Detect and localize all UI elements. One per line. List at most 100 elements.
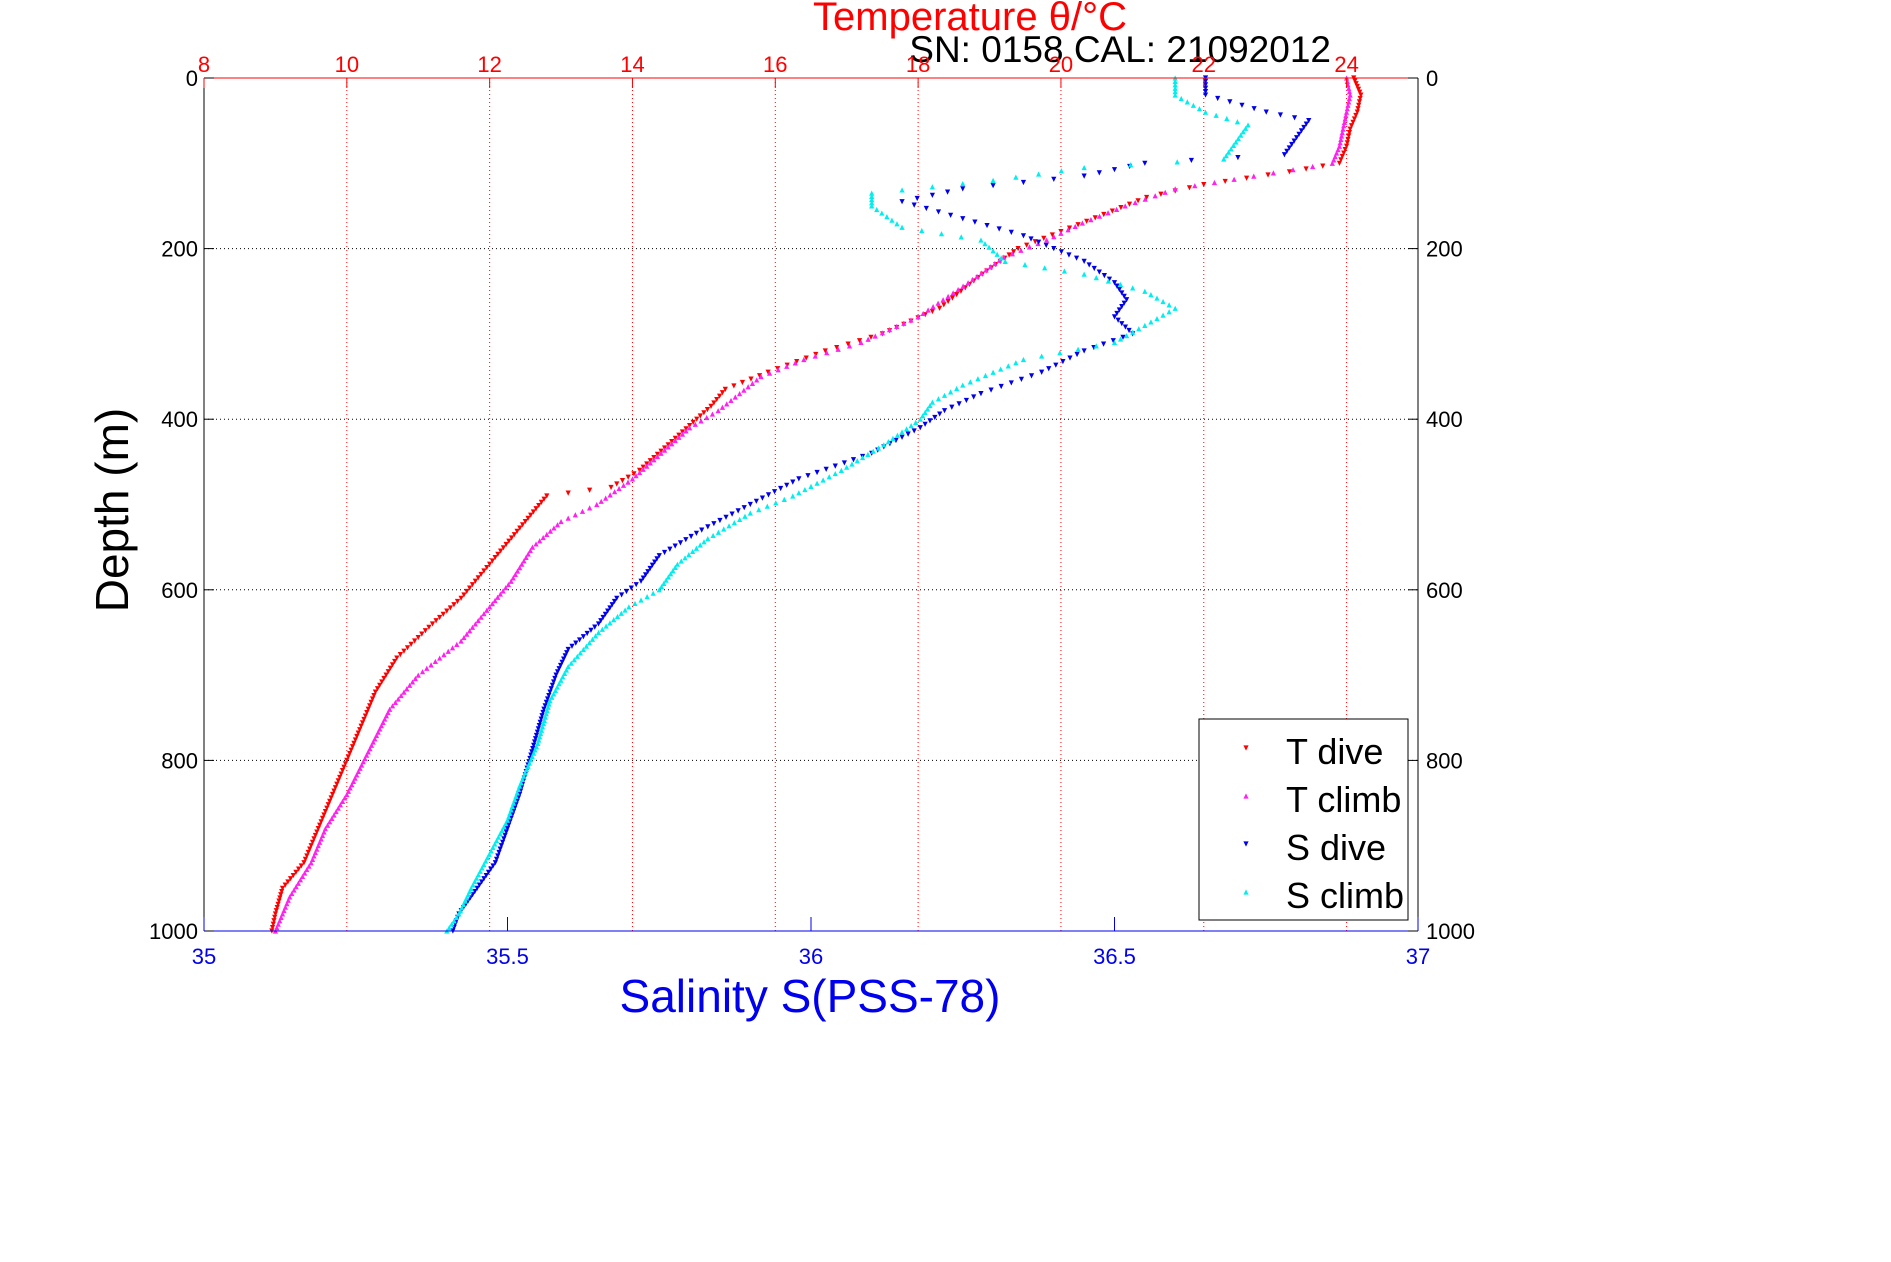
data-point [732, 394, 738, 400]
data-point [493, 837, 500, 844]
data-point [805, 473, 811, 479]
data-point [996, 226, 1002, 232]
data-point [464, 588, 470, 595]
data-point [654, 453, 661, 460]
data-point [781, 496, 787, 502]
data-point [881, 442, 887, 448]
data-point [669, 441, 675, 447]
data-point [1353, 112, 1359, 119]
data-point [1028, 373, 1035, 379]
data-point [737, 516, 743, 523]
legend-box [1198, 718, 1409, 921]
data-point [1265, 172, 1271, 178]
data-point [389, 703, 396, 709]
data-point [672, 543, 678, 549]
data-point [1117, 336, 1124, 342]
data-point [504, 817, 511, 823]
data-point [296, 866, 302, 872]
data-point [982, 372, 989, 379]
data-point [514, 528, 520, 535]
data-point [311, 836, 317, 842]
data-point [351, 740, 357, 746]
data-point [544, 707, 550, 714]
data-point [611, 617, 617, 623]
data-point [541, 706, 547, 712]
data-point [1074, 351, 1080, 358]
data-point [1154, 315, 1160, 322]
data-point [721, 526, 727, 532]
data-point [1116, 307, 1122, 313]
data-point [349, 744, 356, 750]
data-point [929, 399, 935, 405]
data-point [521, 558, 527, 564]
data-point [538, 499, 545, 505]
chart-title: Temperature θ/°C [813, 0, 1127, 39]
data-point [869, 190, 875, 196]
data-point [404, 686, 410, 692]
data-point [583, 643, 590, 649]
data-point [589, 636, 596, 642]
data-point [697, 413, 703, 419]
data-point [865, 451, 871, 457]
y-tick-label-right: 0 [1426, 66, 1438, 91]
data-point [612, 489, 618, 495]
data-point [748, 376, 754, 382]
data-point [523, 554, 529, 560]
data-point [532, 736, 539, 742]
data-point [487, 561, 493, 567]
data-point [1356, 102, 1362, 108]
data-point [381, 675, 387, 682]
data-point [1263, 109, 1269, 115]
data-point [699, 527, 705, 533]
data-point [1061, 268, 1068, 274]
data-point [801, 356, 807, 363]
data-point [365, 749, 371, 755]
data-point [358, 723, 364, 729]
data-point [1100, 341, 1107, 347]
data-point [1119, 290, 1125, 296]
data-point [937, 411, 943, 417]
data-point [451, 918, 457, 924]
data-point [437, 655, 443, 661]
data-point [389, 662, 396, 668]
top-tick-label: 18 [906, 52, 930, 77]
data-point [971, 394, 977, 400]
data-point [422, 628, 428, 634]
data-point [794, 359, 800, 365]
data-point [554, 669, 561, 675]
data-point [967, 379, 973, 385]
data-point [377, 726, 383, 732]
data-point [1347, 126, 1353, 132]
data-point [1121, 300, 1127, 306]
data-point [665, 444, 671, 450]
top-tick-label: 12 [477, 52, 501, 77]
data-point [1013, 174, 1019, 180]
data-point [484, 565, 490, 571]
data-point [503, 585, 509, 591]
data-point [929, 308, 935, 315]
data-point [1251, 106, 1257, 112]
data-point [654, 556, 660, 562]
data-point [890, 435, 896, 441]
data-point [1132, 199, 1138, 206]
data-point [573, 640, 579, 646]
data-point [905, 431, 911, 437]
data-point [385, 709, 391, 716]
data-point [533, 732, 540, 739]
data-point [382, 716, 388, 722]
data-point [492, 597, 498, 604]
data-point [1347, 92, 1353, 98]
data-point [331, 812, 337, 818]
data-point [978, 270, 985, 276]
data-point [473, 875, 480, 881]
data-point [485, 869, 492, 875]
data-point [474, 885, 480, 891]
data-point [529, 749, 535, 755]
data-point [904, 426, 910, 432]
data-point [318, 819, 324, 825]
data-point [505, 581, 511, 588]
legend-marker [1243, 745, 1249, 751]
data-point [1202, 92, 1209, 98]
data-point [778, 485, 784, 492]
data-point [503, 829, 509, 835]
